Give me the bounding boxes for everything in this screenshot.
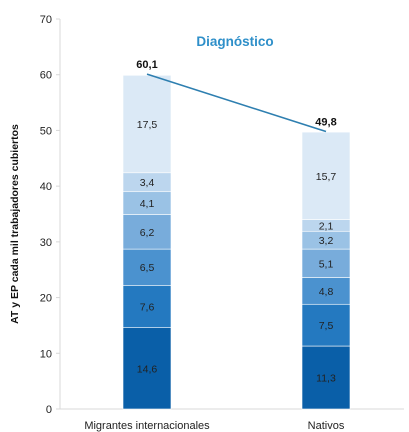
chart-title: Diagnóstico (196, 34, 273, 49)
bars-group: 14,6 7,6 6,5 6,2 4,1 3,4 17,5 60,1 11,3 7,5 4,8 5,1… (122, 59, 351, 410)
segment-value-label: 3,2 (319, 235, 334, 247)
bar-segment (122, 248, 172, 286)
y-tick-label: 10 (40, 348, 52, 360)
bar-segment (122, 285, 172, 328)
bar-segment (301, 248, 351, 278)
segment-value-label: 14,6 (137, 363, 158, 375)
segment-value-label: 7,6 (140, 301, 155, 313)
y-tick-label: 70 (40, 14, 52, 26)
x-category-label: Migrantes internacionales (84, 420, 210, 432)
segment-value-label: 6,2 (140, 227, 155, 239)
category-labels: Migrantes internacionales Nativos (84, 420, 345, 432)
y-tick-label: 60 (40, 70, 52, 82)
segment-value-label: 6,5 (140, 262, 155, 274)
bar-segment (301, 277, 351, 305)
y-axis-label: AT y EP cada mil trabajadores cubiertos (9, 124, 21, 324)
trend-line-group (146, 73, 327, 133)
y-tick-label: 30 (40, 237, 52, 249)
segment-value-label: 2,1 (319, 220, 334, 232)
bar-segment (122, 214, 172, 250)
bar-total-label: 49,8 (315, 117, 336, 129)
y-tick-label: 50 (40, 125, 52, 137)
bar-segment (301, 345, 351, 410)
segment-value-label: 3,4 (140, 177, 155, 189)
totals-trend-line (146, 73, 327, 133)
segment-value-label: 15,7 (316, 171, 337, 183)
bar-segment (301, 131, 351, 220)
bar-total-label: 60,1 (136, 59, 157, 71)
y-tick-label: 40 (40, 181, 52, 193)
segment-value-label: 4,8 (319, 286, 334, 298)
segment-value-label: 7,5 (319, 320, 334, 332)
segment-value-label: 5,1 (319, 258, 334, 270)
segment-value-label: 17,5 (137, 119, 158, 131)
x-category-label: Nativos (308, 420, 345, 432)
bar-segment (122, 74, 172, 174)
y-tick-label: 20 (40, 293, 52, 305)
y-axis-ticks: 0 10 20 30 40 50 60 70 (40, 14, 60, 416)
segment-value-label: 11,3 (316, 373, 336, 385)
y-tick-label: 0 (46, 404, 52, 416)
segment-value-label: 4,1 (140, 198, 155, 210)
